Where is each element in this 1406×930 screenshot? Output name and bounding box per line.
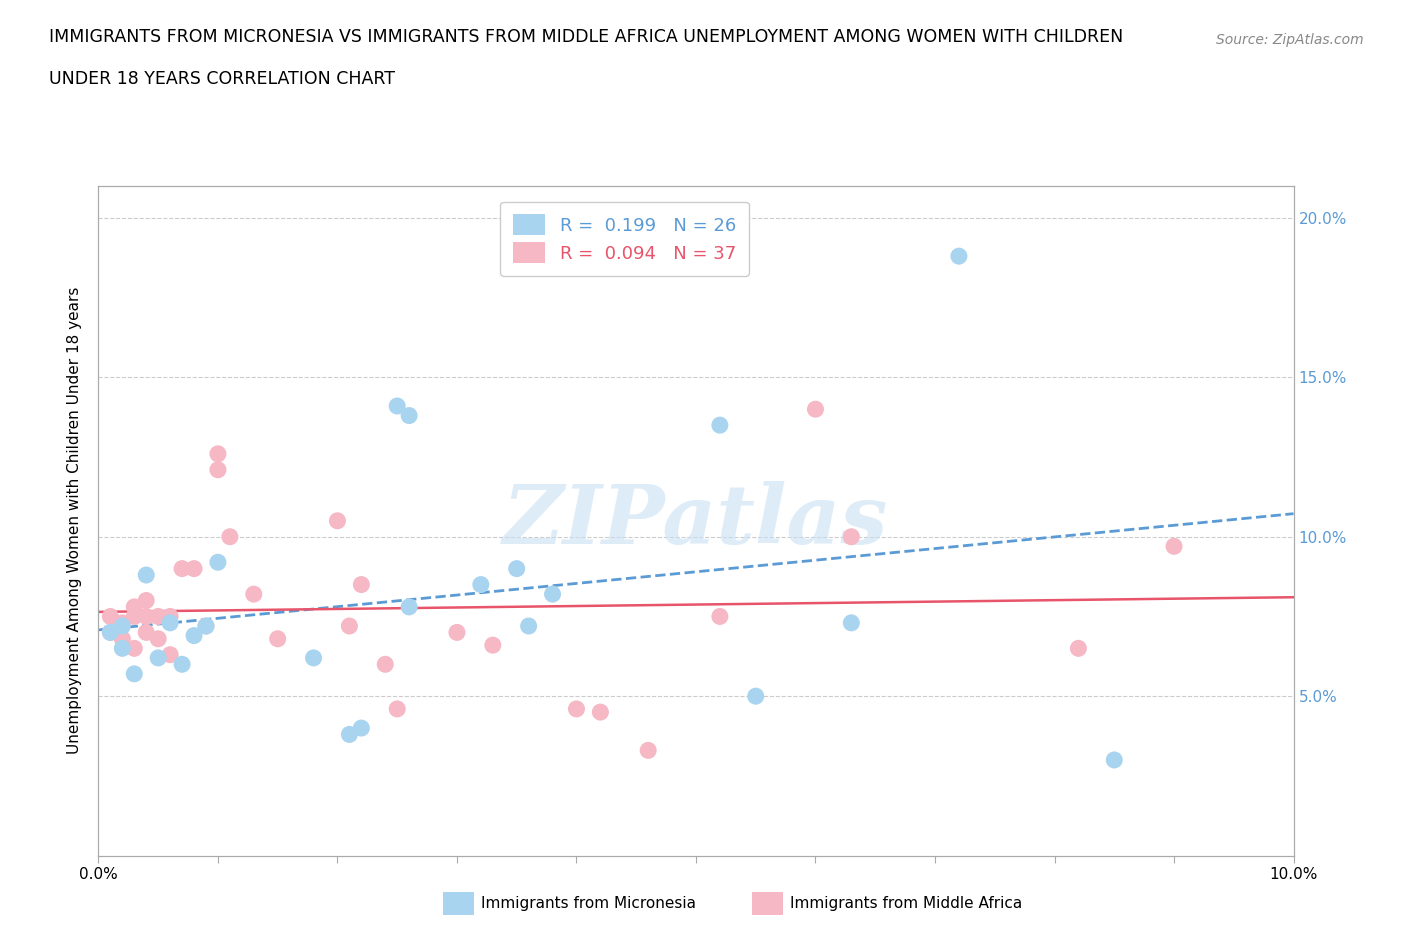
- Point: [339, 618, 360, 633]
- Point: [841, 529, 863, 544]
- Point: [589, 705, 612, 720]
- Text: UNDER 18 YEARS CORRELATION CHART: UNDER 18 YEARS CORRELATION CHART: [49, 70, 395, 87]
- Point: [207, 462, 229, 477]
- Point: [709, 609, 731, 624]
- Point: [948, 248, 970, 263]
- Point: [135, 609, 157, 624]
- Point: [159, 616, 181, 631]
- Point: [350, 721, 373, 736]
- Point: [302, 650, 325, 665]
- Point: [124, 641, 146, 656]
- Point: [804, 402, 827, 417]
- Point: [195, 618, 218, 633]
- Point: [148, 631, 170, 646]
- Y-axis label: Unemployment Among Women with Children Under 18 years: Unemployment Among Women with Children U…: [67, 287, 83, 754]
- Point: [219, 529, 242, 544]
- Point: [565, 701, 588, 716]
- Point: [124, 609, 146, 624]
- Point: [135, 567, 157, 582]
- Text: IMMIGRANTS FROM MICRONESIA VS IMMIGRANTS FROM MIDDLE AFRICA UNEMPLOYMENT AMONG W: IMMIGRANTS FROM MICRONESIA VS IMMIGRANTS…: [49, 28, 1123, 46]
- Point: [339, 727, 360, 742]
- Point: [470, 578, 492, 592]
- Point: [267, 631, 290, 646]
- Point: [841, 616, 863, 631]
- Text: Immigrants from Micronesia: Immigrants from Micronesia: [481, 897, 696, 911]
- Text: Immigrants from Middle Africa: Immigrants from Middle Africa: [790, 897, 1022, 911]
- Point: [398, 600, 420, 615]
- Text: Source: ZipAtlas.com: Source: ZipAtlas.com: [1216, 33, 1364, 46]
- Point: [446, 625, 468, 640]
- Point: [350, 578, 373, 592]
- Point: [374, 657, 396, 671]
- Point: [385, 399, 409, 414]
- Point: [1163, 538, 1185, 553]
- Point: [517, 618, 540, 633]
- Point: [111, 616, 134, 631]
- Point: [159, 647, 181, 662]
- Point: [506, 561, 529, 576]
- Point: [745, 689, 768, 704]
- Point: [195, 618, 218, 633]
- Point: [111, 618, 134, 633]
- Point: [111, 631, 134, 646]
- Point: [100, 625, 122, 640]
- Point: [326, 513, 349, 528]
- Point: [385, 701, 409, 716]
- Point: [1067, 641, 1090, 656]
- Point: [124, 600, 146, 615]
- Point: [398, 408, 420, 423]
- Point: [148, 650, 170, 665]
- Point: [709, 418, 731, 432]
- Point: [111, 641, 134, 656]
- Point: [135, 625, 157, 640]
- Point: [481, 638, 505, 653]
- Point: [100, 609, 122, 624]
- Text: ZIPatlas: ZIPatlas: [503, 481, 889, 561]
- Legend: R =  0.199   N = 26, R =  0.094   N = 37: R = 0.199 N = 26, R = 0.094 N = 37: [501, 202, 748, 276]
- Point: [135, 593, 157, 608]
- Point: [207, 446, 229, 461]
- Point: [172, 657, 194, 671]
- Point: [183, 628, 205, 643]
- Point: [1104, 752, 1126, 767]
- Point: [243, 587, 266, 602]
- Point: [637, 743, 659, 758]
- Point: [100, 625, 122, 640]
- Point: [541, 587, 564, 602]
- Point: [172, 561, 194, 576]
- Point: [159, 609, 181, 624]
- Point: [183, 561, 205, 576]
- Point: [207, 555, 229, 570]
- Point: [148, 609, 170, 624]
- Point: [124, 667, 146, 682]
